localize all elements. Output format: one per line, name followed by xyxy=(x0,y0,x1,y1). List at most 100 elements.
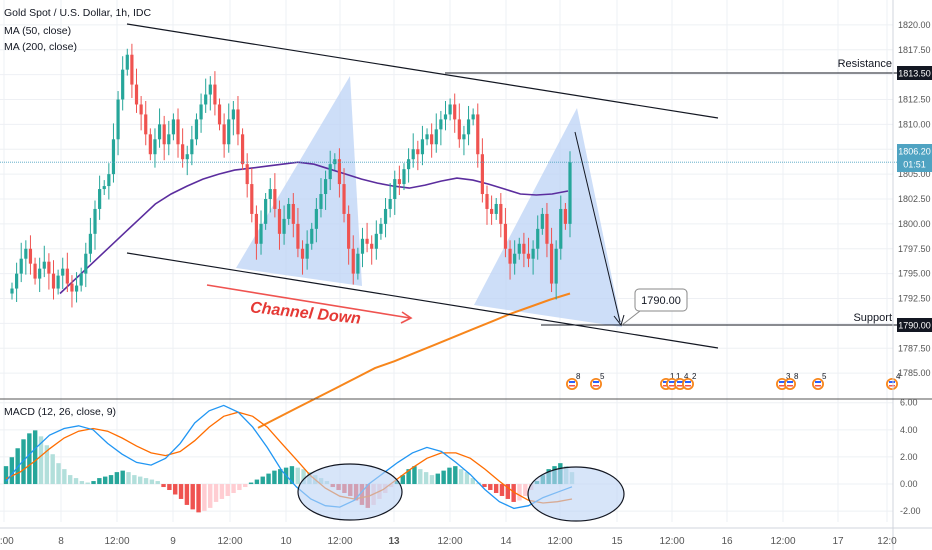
macd-histogram-bar xyxy=(184,484,190,505)
macd-histogram-bar xyxy=(173,484,178,495)
macd-histogram-bar xyxy=(161,484,166,488)
macd-histogram-bar xyxy=(511,484,516,502)
event-icon-stripe xyxy=(669,381,675,383)
candle-body xyxy=(199,104,203,120)
candle-body xyxy=(499,203,503,224)
candle-body xyxy=(531,248,535,259)
macd-histogram-bar xyxy=(102,476,108,485)
candle-body xyxy=(240,134,245,165)
macd-histogram-bar xyxy=(505,484,511,499)
time-tick-label: 14 xyxy=(500,536,512,547)
macd-histogram-bar xyxy=(114,472,120,485)
macd-histogram-bar xyxy=(254,479,260,485)
macd-histogram-bar xyxy=(406,469,411,485)
macd-histogram-bar xyxy=(208,484,213,508)
resistance-price-badge: 1813.50 xyxy=(897,66,932,80)
candle-body xyxy=(319,194,323,209)
projection-arrow-line xyxy=(574,131,621,323)
candle-body xyxy=(65,268,69,284)
candle-body xyxy=(277,208,282,234)
event-count-label: 1 xyxy=(670,372,675,381)
macd-histogram-bar xyxy=(73,478,79,485)
macd-tick-label: 4.00 xyxy=(900,425,918,435)
macd-histogram-bar xyxy=(418,469,423,485)
candle-body xyxy=(360,238,365,254)
price-tick-label: 1817.50 xyxy=(898,45,931,55)
macd-histogram-bar xyxy=(523,484,528,496)
candle-body xyxy=(328,164,332,180)
price-tick-label: 1812.50 xyxy=(898,95,931,105)
target-callout-text: 1790.00 xyxy=(641,295,681,307)
event-count-label: 4 xyxy=(896,372,901,381)
macd-histogram-bar xyxy=(50,454,55,485)
price-tick-label: 1805.00 xyxy=(898,169,931,179)
macd-histogram-bar xyxy=(44,445,50,485)
macd-histogram-bar xyxy=(167,484,172,491)
macd-histogram-bar xyxy=(499,484,505,496)
target-callout[interactable]: 1790.00 xyxy=(634,288,688,312)
price-tick-label: 1802.50 xyxy=(898,194,931,204)
event-icon-stripe xyxy=(889,381,895,383)
candle-body xyxy=(443,114,448,120)
macd-tick-label: 2.00 xyxy=(900,452,918,462)
candle-body xyxy=(526,253,531,259)
candle-body xyxy=(545,213,549,244)
candlesticks xyxy=(10,43,572,308)
candle-body xyxy=(374,233,378,249)
time-tick-label: 15 xyxy=(611,536,623,547)
event-flag-icon: 5 xyxy=(590,372,605,390)
channel-arrow-line xyxy=(206,284,411,319)
candle-body xyxy=(356,253,360,274)
candle-body xyxy=(171,119,176,135)
time-tick-label: 12:00 xyxy=(437,536,462,547)
macd-histogram-bar xyxy=(190,484,195,510)
macd-tick-label: 6.00 xyxy=(900,398,918,408)
event-count-label: 1 xyxy=(676,372,681,381)
macd-line xyxy=(5,404,573,510)
macd-histogram-bar xyxy=(67,475,73,485)
candle-body xyxy=(70,283,74,292)
candle-body xyxy=(268,189,272,199)
candle-body xyxy=(93,208,97,234)
candle-body xyxy=(148,134,152,155)
macd-histogram-bar xyxy=(493,484,499,493)
candle-body xyxy=(139,104,143,115)
svg-text:1790.00: 1790.00 xyxy=(898,321,931,331)
candle-body xyxy=(51,273,56,289)
candle-body xyxy=(462,134,466,140)
candle-body xyxy=(222,124,226,145)
event-icon-stripe xyxy=(593,385,599,387)
ma50-legend: MA (50, close) xyxy=(4,25,71,37)
macd-histogram-bar xyxy=(27,433,32,485)
candle-body xyxy=(323,179,328,195)
candle-body xyxy=(536,228,540,249)
signal-line xyxy=(5,411,573,504)
candle-body xyxy=(176,119,180,145)
macd-histogram-bar xyxy=(21,439,26,485)
candle-body xyxy=(102,186,106,190)
event-icon-stripe xyxy=(669,385,675,387)
event-icon-stripe xyxy=(663,381,669,383)
grid xyxy=(0,0,893,522)
macd-histogram-bar xyxy=(3,466,9,485)
time-tick-label: 12:00 xyxy=(547,536,572,547)
candle-body xyxy=(167,134,171,145)
candle-body xyxy=(231,109,235,120)
candle-body xyxy=(19,258,23,274)
macd-histogram-bar xyxy=(517,484,522,501)
macd-histogram-bar xyxy=(108,475,114,485)
candle-body xyxy=(111,139,116,175)
candle-body xyxy=(33,263,37,279)
candle-body xyxy=(420,139,425,155)
candle-body xyxy=(208,84,212,95)
macd-histogram-bar xyxy=(91,481,96,485)
support-label: Support xyxy=(853,312,892,324)
candle-body xyxy=(61,268,65,276)
candle-body xyxy=(190,139,194,155)
callout-pointer xyxy=(621,310,641,326)
candle-body xyxy=(508,248,512,264)
